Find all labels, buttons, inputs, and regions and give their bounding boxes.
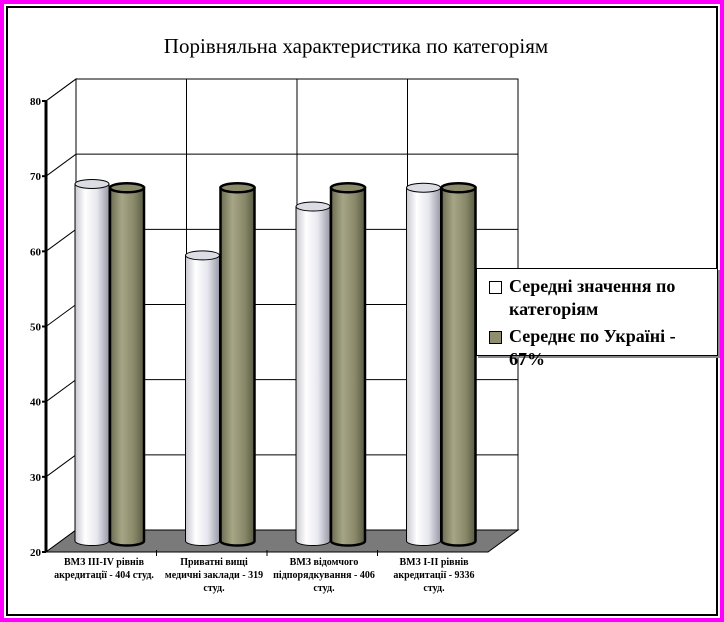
- gridline: [45, 379, 77, 403]
- y-tick-label: 80: [30, 96, 42, 108]
- bar-ukraine-average: [219, 181, 256, 547]
- legend-swatch-dark: [489, 331, 502, 344]
- gridline: [45, 78, 77, 102]
- category-label: ВМЗ I-II рівнів акредитації - 9336 студ.: [393, 557, 475, 594]
- bar-body: [185, 254, 220, 546]
- gridline: [45, 153, 77, 177]
- bar-ukraine-average: [329, 181, 367, 547]
- bar-top: [108, 181, 146, 194]
- gridline: [45, 228, 77, 252]
- legend-label-ukraine: Середнє по Україні - 67%: [509, 326, 676, 369]
- bar-ukraine-average: [108, 181, 146, 547]
- category-label: ВМЗ відомчого підпорядкування - 406 студ…: [273, 557, 375, 594]
- legend-item-averages: Середні значення по категоріям: [489, 275, 711, 321]
- category-label: Приватні вищі медичні заклади - 319 студ…: [164, 557, 264, 594]
- legend-item-ukraine: Середнє по Україні - 67%: [489, 325, 711, 371]
- gridline: [45, 454, 77, 478]
- floor: [44, 529, 520, 553]
- legend-label-averages: Середні значення по категоріям: [509, 276, 676, 319]
- chart-title: Порівняльна характеристика по категоріям: [163, 34, 549, 58]
- y-tick-label: 20: [30, 547, 42, 559]
- bar-category-average: [295, 201, 331, 546]
- bar-top: [185, 250, 220, 261]
- bar-category-average: [406, 182, 441, 546]
- y-tick-label: 50: [30, 322, 42, 334]
- bar-ukraine-average: [440, 181, 477, 547]
- legend-swatch-light: [489, 281, 502, 294]
- gridline: [45, 304, 77, 327]
- bar-body: [74, 183, 110, 546]
- bar-top: [440, 181, 477, 194]
- y-tick-label: 70: [30, 171, 42, 183]
- bar-body: [406, 187, 441, 546]
- category-label: ВМЗ III-IV рівнів акредитації - 404 студ…: [54, 557, 154, 581]
- y-tick-label: 30: [30, 472, 42, 484]
- y-tick-label: 60: [30, 246, 42, 258]
- bar-top: [74, 178, 110, 189]
- bar-top: [295, 201, 331, 212]
- bar-body: [329, 186, 367, 547]
- bar-body: [440, 186, 477, 547]
- bar-body: [295, 206, 331, 546]
- bar-top: [406, 182, 441, 193]
- bar-body: [219, 186, 256, 547]
- bar-top: [219, 181, 256, 194]
- bar-body: [108, 186, 146, 547]
- bar-top: [329, 181, 367, 194]
- bar-category-average: [74, 178, 110, 546]
- y-tick-label: 40: [30, 397, 42, 409]
- bar-category-average: [185, 250, 220, 546]
- legend: Середні значення по категоріям Середнє п…: [476, 268, 718, 369]
